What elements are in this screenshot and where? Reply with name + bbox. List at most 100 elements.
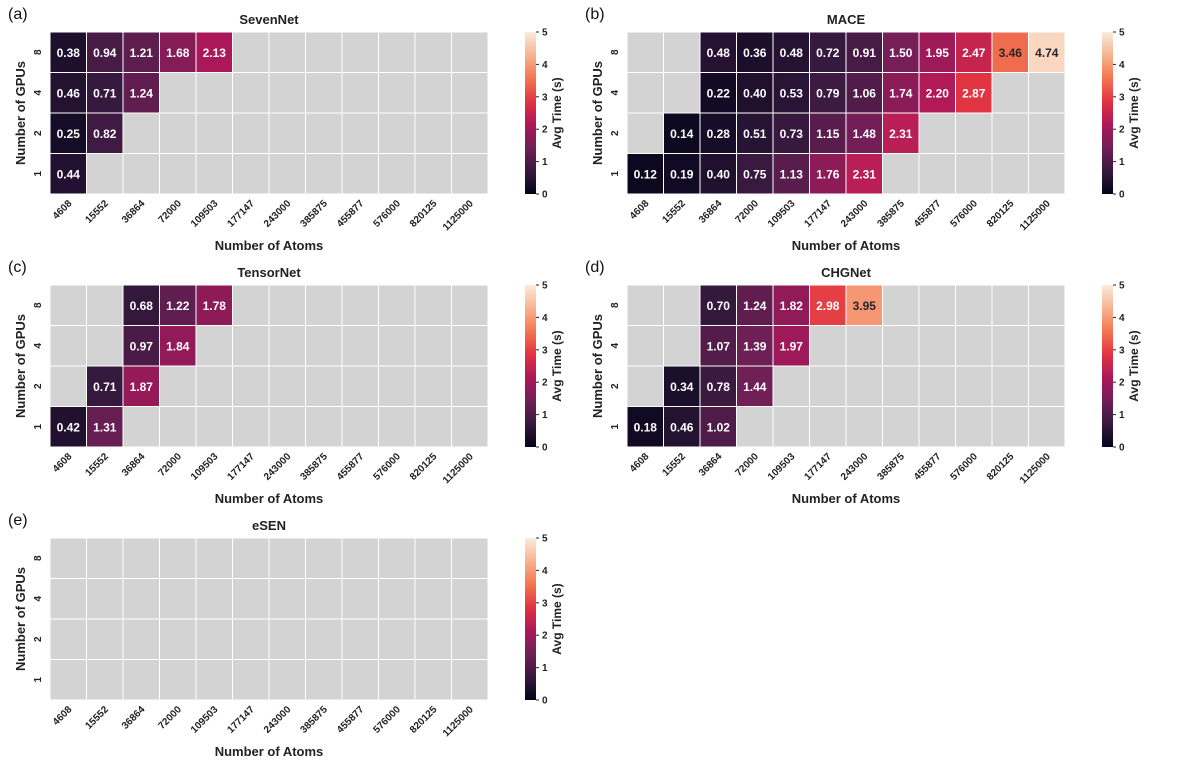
- heatmap-cell-empty: [195, 365, 233, 407]
- x-tick-label: 1125000: [441, 198, 476, 233]
- heatmap-cell: [882, 72, 920, 114]
- heatmap-cell-empty: [451, 406, 489, 448]
- heatmap-cell-empty: [414, 72, 452, 114]
- colorbar-tick-label: 3: [542, 598, 548, 609]
- heatmap-cell: [699, 31, 737, 73]
- colorbar-tick-label: 5: [542, 28, 548, 39]
- heatmap-cell-empty: [122, 659, 160, 701]
- x-tick-label: 385875: [298, 704, 330, 736]
- x-tick-label: 243000: [262, 704, 294, 736]
- heatmap-cell: [736, 112, 774, 154]
- x-tick-label: 177147: [225, 198, 257, 230]
- colorbar-tick-label: 0: [542, 443, 548, 454]
- heatmap-cell-empty: [86, 325, 124, 367]
- heatmap-cell-empty: [49, 578, 87, 620]
- x-tick-label: 109503: [189, 198, 221, 230]
- panel-label: (a): [8, 6, 28, 23]
- heatmap-cell: [663, 153, 701, 195]
- heatmap-cell-empty: [341, 365, 379, 407]
- heatmap-cell: [159, 325, 197, 367]
- heatmap-cell-empty: [882, 284, 920, 326]
- panel-label: (b): [585, 6, 605, 23]
- heatmap-cell-empty: [918, 325, 956, 367]
- cell-value-label: 2.31: [853, 167, 877, 181]
- heatmap-cell-empty: [232, 72, 270, 114]
- heatmap-cell-empty: [378, 325, 416, 367]
- heatmap-cell-empty: [86, 537, 124, 579]
- y-tick-label: 8: [33, 49, 44, 55]
- heatmap-cell-empty: [414, 31, 452, 73]
- colorbar-label: Avg Time (s): [1127, 330, 1141, 401]
- heatmap-cell-empty: [882, 406, 920, 448]
- heatmap-cell: [626, 153, 664, 195]
- heatmap-cell-empty: [195, 406, 233, 448]
- colorbar-tick-label: 3: [1119, 345, 1125, 356]
- colorbar-tick-label: 2: [1119, 125, 1125, 136]
- heatmap-cell-empty: [341, 284, 379, 326]
- y-tick-label: 8: [610, 49, 621, 55]
- heatmap-cell: [1028, 31, 1066, 73]
- y-tick-label: 4: [610, 90, 621, 96]
- x-tick-label: 36864: [120, 451, 148, 479]
- heatmap-cell: [159, 284, 197, 326]
- panel-b-mace: (b) MACE 0.48 0.36 0.48 0.72 0.91 1.50 1.95 2.47…: [577, 0, 1154, 258]
- heatmap-cell: [736, 31, 774, 73]
- y-tick-label: 2: [610, 130, 621, 136]
- heatmap-cell-empty: [378, 618, 416, 660]
- heatmap-chart: MACE 0.48 0.36 0.48 0.72 0.91 1.50 1.95 2.47 3.46…: [590, 12, 1141, 253]
- x-axis-label: Number of Atoms: [215, 491, 324, 506]
- cell-value-label: 0.25: [57, 127, 81, 141]
- heatmap-cell-empty: [1028, 112, 1066, 154]
- heatmap-cell-empty: [268, 537, 306, 579]
- heatmap-cell-empty: [451, 284, 489, 326]
- heatmap-cell-empty: [49, 284, 87, 326]
- heatmap-cell: [882, 31, 920, 73]
- heatmap-cell-empty: [955, 406, 993, 448]
- heatmap-cell: [699, 365, 737, 407]
- heatmap-cell-empty: [378, 284, 416, 326]
- x-tick-label: 1125000: [441, 704, 476, 739]
- heatmap-cell-empty: [305, 537, 343, 579]
- x-tick-label: 109503: [766, 198, 798, 230]
- heatmap-cell-empty: [918, 284, 956, 326]
- heatmap-cell-empty: [341, 618, 379, 660]
- y-tick-label: 1: [610, 171, 621, 177]
- x-tick-label: 177147: [225, 704, 257, 736]
- x-tick-label: 385875: [298, 198, 330, 230]
- heatmap-cell-empty: [918, 406, 956, 448]
- cell-value-label: 0.75: [743, 167, 767, 181]
- y-axis-label: Number of GPUs: [590, 314, 605, 418]
- cell-value-label: 1.02: [707, 420, 731, 434]
- heatmap-cell: [49, 31, 87, 73]
- heatmap-cell-empty: [268, 325, 306, 367]
- x-tick-label: 820125: [408, 704, 440, 736]
- heatmap-cell: [918, 72, 956, 114]
- colorbar: [1102, 285, 1113, 447]
- x-tick-label: 36864: [697, 198, 725, 226]
- heatmap-cell-empty: [341, 537, 379, 579]
- heatmap-cell-empty: [232, 537, 270, 579]
- cell-value-label: 0.40: [707, 167, 731, 181]
- heatmap-cell: [845, 72, 883, 114]
- cell-value-label: 3.95: [853, 299, 877, 313]
- heatmap-cell: [809, 153, 847, 195]
- heatmap-cell-empty: [772, 406, 810, 448]
- heatmap-cell-empty: [86, 153, 124, 195]
- heatmap-cell-empty: [991, 406, 1029, 448]
- heatmap-cell-empty: [378, 365, 416, 407]
- x-tick-label: 243000: [839, 451, 871, 483]
- heatmap-cell-empty: [414, 112, 452, 154]
- cell-value-label: 0.18: [634, 420, 658, 434]
- heatmap-cell-empty: [268, 406, 306, 448]
- colorbar-tick-label: 1: [1119, 410, 1125, 421]
- heatmap-cell-empty: [195, 112, 233, 154]
- heatmap-cell-empty: [232, 578, 270, 620]
- heatmap-cell-empty: [955, 153, 993, 195]
- colorbar-tick-label: 5: [1119, 28, 1125, 39]
- heatmap-cell: [663, 112, 701, 154]
- heatmap-cell-empty: [414, 618, 452, 660]
- heatmap-cell-empty: [1028, 284, 1066, 326]
- x-tick-label: 455877: [335, 451, 367, 483]
- heatmap-cell: [195, 284, 233, 326]
- heatmap-cell: [736, 153, 774, 195]
